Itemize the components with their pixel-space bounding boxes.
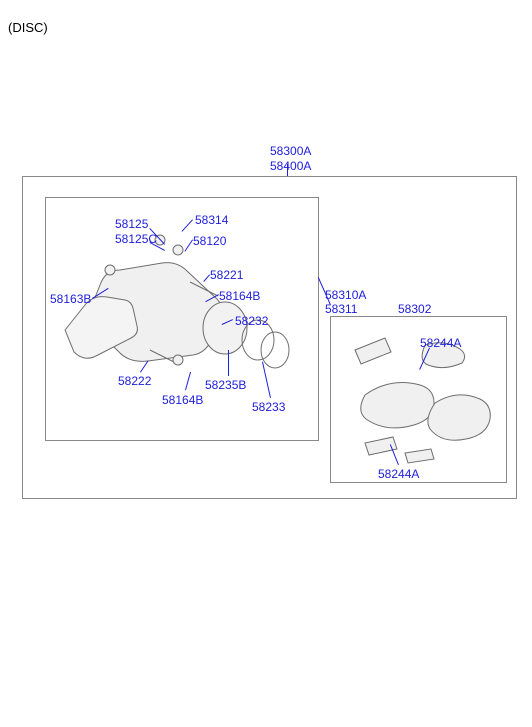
label-58244A-bottom: 58244A: [378, 467, 419, 481]
label-58400A: 58400A: [270, 159, 311, 173]
leader-line: [287, 164, 288, 176]
label-58302: 58302: [398, 302, 431, 316]
label-58300A: 58300A: [270, 144, 311, 158]
label-58232: 58232: [235, 314, 268, 328]
label-58125: 58125: [115, 217, 148, 231]
label-58235B: 58235B: [205, 378, 246, 392]
label-58221: 58221: [210, 268, 243, 282]
label-58164B-bottom: 58164B: [162, 393, 203, 407]
leader-line: [228, 350, 229, 376]
label-58163B: 58163B: [50, 292, 91, 306]
label-58244A-top: 58244A: [420, 336, 461, 350]
label-58310A: 58310A: [325, 288, 366, 302]
page-title: (DISC): [8, 20, 48, 35]
label-58314: 58314: [195, 213, 228, 227]
label-58233: 58233: [252, 400, 285, 414]
label-58120: 58120: [193, 234, 226, 248]
label-58164B-top: 58164B: [219, 289, 260, 303]
pad-kit-drawing: [335, 325, 500, 475]
label-58222: 58222: [118, 374, 151, 388]
